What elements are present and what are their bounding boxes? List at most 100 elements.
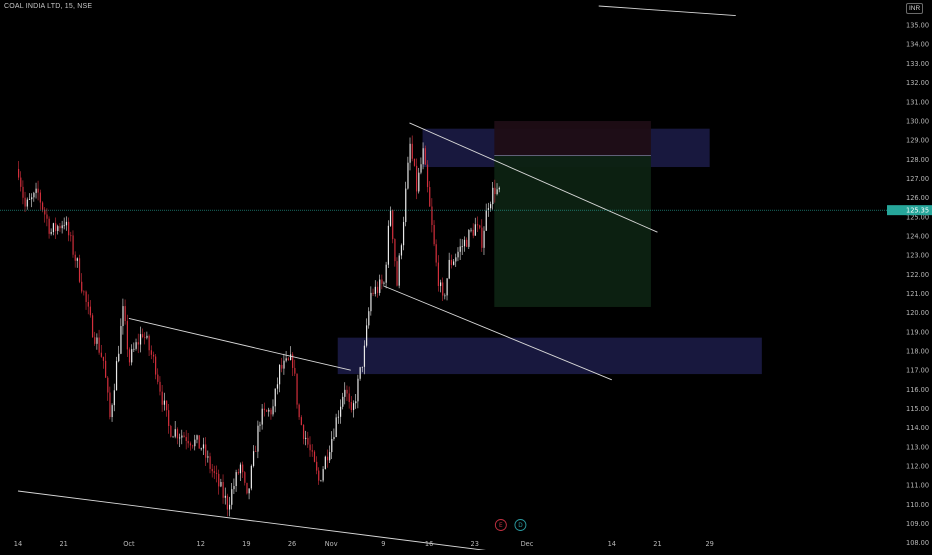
candle-body <box>305 437 307 439</box>
candle-body <box>244 472 246 483</box>
candle-body <box>344 389 346 397</box>
candle-body <box>181 435 183 438</box>
last-price-badge[interactable] <box>887 205 932 216</box>
demand-zone[interactable] <box>337 337 762 375</box>
candle-body <box>94 337 96 344</box>
candle-body <box>490 204 492 209</box>
dividend-marker[interactable] <box>514 519 527 531</box>
earnings-marker[interactable] <box>494 519 507 531</box>
candle-body <box>422 148 424 165</box>
candle-body <box>61 225 63 229</box>
trendline-previous-resistance[interactable] <box>128 318 351 371</box>
y-tick-label: 112.00 <box>906 462 929 470</box>
position-stop[interactable] <box>494 121 651 156</box>
candle-body <box>111 405 113 418</box>
candle-body <box>91 315 94 338</box>
candle-body <box>448 259 450 279</box>
candle-body <box>498 187 500 190</box>
y-tick-label: 113.00 <box>906 443 929 451</box>
candle-body <box>152 354 155 357</box>
candle-body <box>22 186 24 198</box>
x-tick-label: 19 <box>242 540 250 548</box>
candle-body <box>76 258 78 261</box>
candle-body <box>187 441 189 444</box>
candle-body <box>407 162 409 189</box>
candle-body <box>198 435 200 449</box>
trendline-lower-support[interactable] <box>383 285 612 381</box>
candle-body <box>209 456 211 469</box>
candle-body <box>455 257 457 262</box>
position-target[interactable] <box>494 155 651 307</box>
candle-body <box>46 214 48 219</box>
y-tick-label: 120.00 <box>906 309 929 317</box>
candle-body <box>259 424 261 426</box>
candle-body <box>398 255 400 286</box>
candle-body <box>420 164 422 173</box>
candle-body <box>385 264 387 283</box>
candle-body <box>122 306 124 327</box>
candle-body <box>311 450 313 452</box>
candle-body <box>322 469 324 481</box>
candle-body <box>174 429 176 437</box>
candle-body <box>446 278 448 296</box>
candle-body <box>170 425 172 437</box>
candle-body <box>39 192 41 203</box>
candle-body <box>479 225 481 228</box>
candle-body <box>468 230 470 247</box>
x-tick-label: Dec <box>521 540 534 548</box>
candle-body <box>444 295 446 297</box>
candle-body <box>476 224 479 226</box>
candle-body <box>105 360 107 378</box>
candle-body <box>396 261 398 286</box>
candle-body <box>55 223 57 232</box>
candle-body <box>416 165 418 192</box>
candle-body <box>485 210 487 231</box>
x-tick-label: 29 <box>705 540 713 548</box>
y-tick-label: 121.00 <box>906 290 929 298</box>
candle-body <box>18 168 20 178</box>
symbol-title[interactable]: COAL INDIA LTD, 15, NSE <box>4 3 93 10</box>
y-tick-label: 108.00 <box>906 539 929 547</box>
candle-body <box>131 349 133 363</box>
currency-badge[interactable]: INR <box>906 3 924 14</box>
candle-body <box>457 251 459 258</box>
y-tick-label: 115.00 <box>906 405 929 413</box>
price-axis[interactable]: 108.00 109.00 110.00 111.00 112.00 113.00 114.… <box>887 0 932 550</box>
trendline-top-right-line[interactable] <box>598 5 736 17</box>
candle-body <box>450 259 453 265</box>
y-tick-label: 132.00 <box>906 79 929 87</box>
candle-body <box>281 364 283 369</box>
candle-body <box>255 451 257 452</box>
y-tick-label: 133.00 <box>906 60 929 68</box>
candle-body <box>483 230 485 248</box>
candle-body <box>226 495 228 510</box>
x-tick-label: 21 <box>59 540 67 548</box>
candle-body <box>481 227 483 248</box>
candle-body <box>48 218 50 234</box>
y-tick-label: 110.00 <box>906 501 929 509</box>
candle-body <box>272 406 274 415</box>
candle-body <box>115 361 118 391</box>
candle-body <box>31 197 33 200</box>
candle-body <box>487 208 489 211</box>
candle-body <box>320 480 322 482</box>
candle-body <box>202 444 205 449</box>
candle-body <box>383 282 385 284</box>
trendline-upper-resistance[interactable] <box>409 122 658 233</box>
candle-body <box>435 244 437 263</box>
candle-body <box>342 396 344 407</box>
candle-body <box>411 143 413 159</box>
candle-body <box>196 435 198 440</box>
y-tick-label: 117.00 <box>906 367 929 375</box>
y-tick-label: 125.00 <box>906 213 929 221</box>
candle-body <box>463 239 466 247</box>
time-axis[interactable]: 14 21 Oct 12 19 26 Nov 9 16 23 Dec 14 21 29 <box>14 540 714 548</box>
candle-body <box>235 472 237 487</box>
candle-body <box>409 143 411 163</box>
trendline-long-support[interactable] <box>17 490 501 553</box>
candle-body <box>372 292 374 294</box>
y-tick-label: 118.00 <box>906 347 929 355</box>
